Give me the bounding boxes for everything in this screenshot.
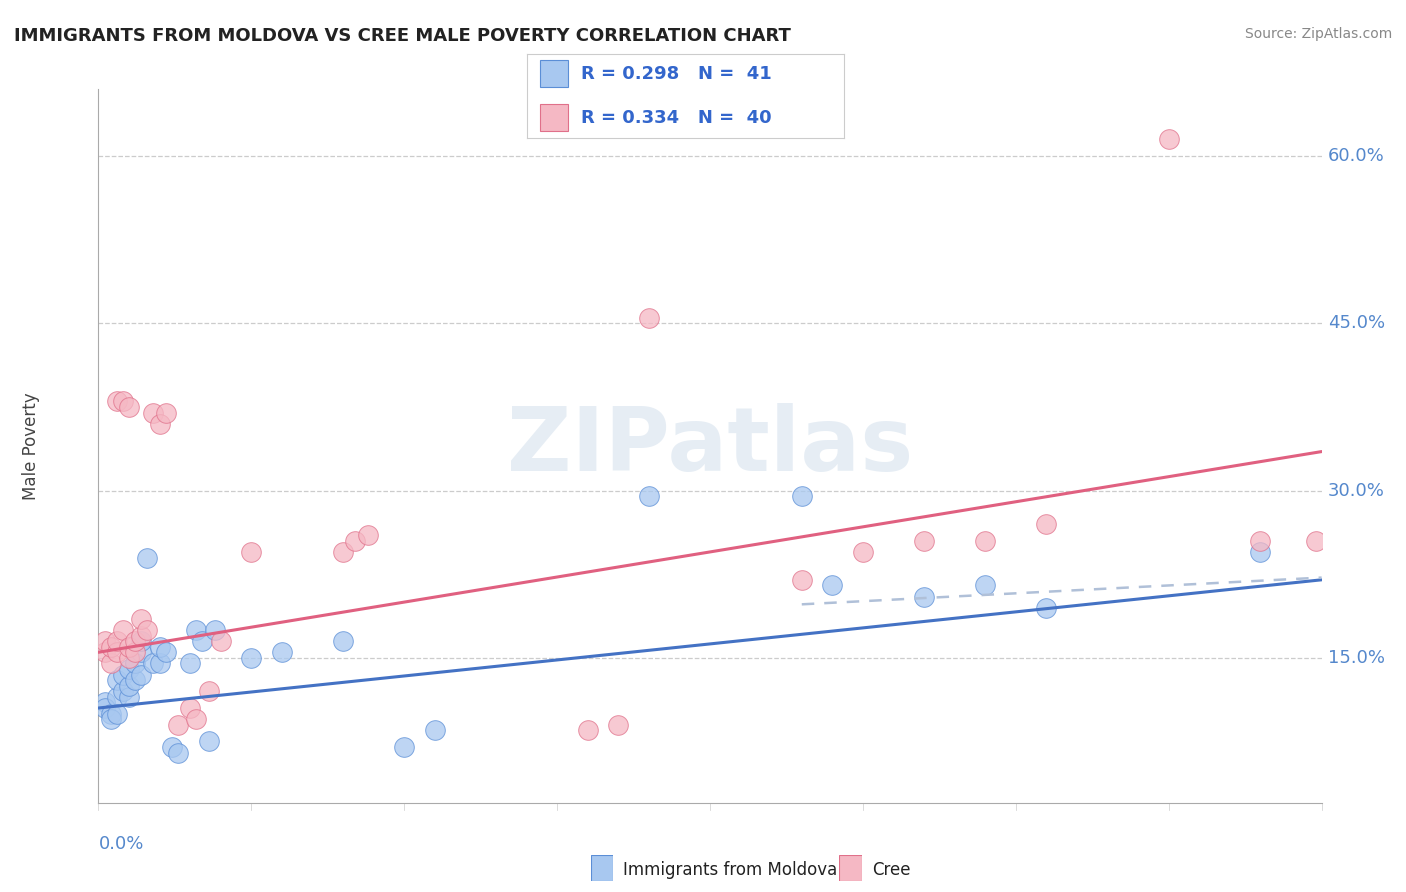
- Point: [111, 667, 134, 681]
- Text: 0.0%: 0.0%: [98, 835, 143, 853]
- Point: [423, 723, 446, 738]
- Point: [118, 400, 141, 414]
- Point: [1035, 516, 1057, 531]
- Text: Cree: Cree: [872, 861, 910, 879]
- FancyBboxPatch shape: [591, 855, 613, 881]
- Point: [100, 706, 122, 721]
- Point: [332, 634, 354, 648]
- Point: [105, 645, 128, 659]
- Point: [204, 623, 226, 637]
- Point: [1035, 600, 1057, 615]
- Point: [118, 690, 141, 704]
- Point: [790, 489, 813, 503]
- Point: [149, 640, 172, 654]
- Text: Immigrants from Moldova: Immigrants from Moldova: [623, 861, 837, 879]
- Point: [790, 573, 813, 587]
- Point: [149, 417, 172, 431]
- Point: [209, 634, 232, 648]
- Point: [124, 634, 146, 648]
- Point: [136, 623, 159, 637]
- Point: [270, 645, 292, 659]
- Point: [155, 645, 177, 659]
- Point: [1157, 132, 1180, 146]
- Point: [197, 684, 219, 698]
- Point: [129, 634, 152, 648]
- Point: [167, 717, 190, 731]
- Point: [129, 612, 152, 626]
- Point: [111, 684, 134, 698]
- Point: [197, 734, 219, 748]
- Text: ZIPatlas: ZIPatlas: [508, 402, 912, 490]
- Point: [118, 662, 141, 676]
- Point: [105, 394, 128, 409]
- Point: [93, 645, 115, 659]
- Point: [186, 623, 208, 637]
- FancyBboxPatch shape: [839, 855, 862, 881]
- Point: [105, 706, 128, 721]
- Point: [100, 657, 122, 671]
- Point: [1249, 533, 1271, 548]
- Point: [160, 740, 183, 755]
- Point: [124, 645, 146, 659]
- Point: [111, 623, 134, 637]
- Point: [356, 528, 378, 542]
- Point: [129, 645, 152, 659]
- Point: [240, 545, 263, 559]
- Point: [179, 701, 201, 715]
- Point: [149, 657, 172, 671]
- Text: R = 0.298   N =  41: R = 0.298 N = 41: [581, 65, 772, 83]
- Point: [93, 634, 115, 648]
- Point: [167, 746, 190, 760]
- Text: 45.0%: 45.0%: [1327, 314, 1385, 333]
- Point: [100, 640, 122, 654]
- Point: [136, 550, 159, 565]
- Point: [111, 394, 134, 409]
- Point: [912, 533, 935, 548]
- Point: [118, 651, 141, 665]
- Point: [142, 657, 165, 671]
- Point: [105, 690, 128, 704]
- Point: [344, 533, 367, 548]
- Point: [129, 667, 152, 681]
- Point: [821, 578, 844, 592]
- Point: [118, 679, 141, 693]
- Point: [186, 712, 208, 726]
- Text: 30.0%: 30.0%: [1327, 482, 1385, 500]
- Point: [124, 657, 146, 671]
- Point: [93, 701, 115, 715]
- Point: [637, 310, 661, 325]
- Point: [118, 640, 141, 654]
- Point: [576, 723, 599, 738]
- Point: [105, 634, 128, 648]
- Text: 15.0%: 15.0%: [1327, 648, 1385, 667]
- Point: [179, 657, 201, 671]
- Point: [191, 634, 214, 648]
- Point: [129, 628, 152, 642]
- Point: [100, 712, 122, 726]
- Point: [142, 405, 165, 419]
- Point: [1305, 533, 1327, 548]
- Point: [392, 740, 416, 755]
- Point: [637, 489, 661, 503]
- Point: [124, 673, 146, 687]
- Point: [105, 673, 128, 687]
- Point: [93, 696, 115, 710]
- Point: [974, 533, 997, 548]
- Point: [852, 545, 875, 559]
- Point: [155, 405, 177, 419]
- Text: 60.0%: 60.0%: [1327, 147, 1385, 165]
- Text: R = 0.334   N =  40: R = 0.334 N = 40: [581, 109, 772, 127]
- Point: [240, 651, 263, 665]
- Text: Source: ZipAtlas.com: Source: ZipAtlas.com: [1244, 27, 1392, 41]
- Point: [974, 578, 997, 592]
- Point: [912, 590, 935, 604]
- FancyBboxPatch shape: [540, 61, 568, 87]
- Point: [1249, 545, 1271, 559]
- Text: IMMIGRANTS FROM MOLDOVA VS CREE MALE POVERTY CORRELATION CHART: IMMIGRANTS FROM MOLDOVA VS CREE MALE POV…: [14, 27, 792, 45]
- Point: [607, 717, 630, 731]
- Point: [332, 545, 354, 559]
- Text: Male Poverty: Male Poverty: [22, 392, 41, 500]
- FancyBboxPatch shape: [540, 104, 568, 131]
